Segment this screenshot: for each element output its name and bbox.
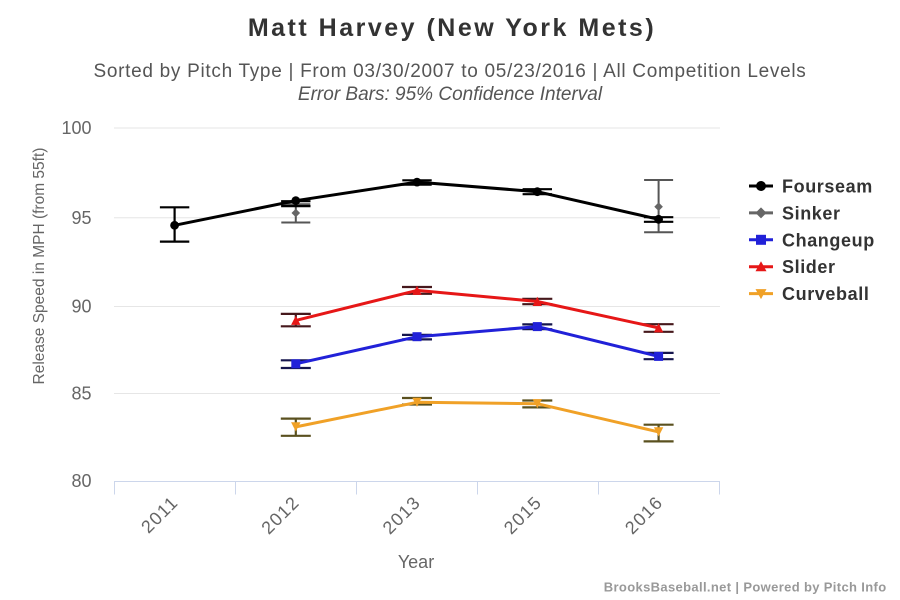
- svg-text:Sorted by Pitch Type | From 03: Sorted by Pitch Type | From 03/30/2007 t…: [94, 61, 807, 82]
- svg-text:Sinker: Sinker: [782, 203, 841, 223]
- svg-text:Year: Year: [398, 552, 434, 572]
- svg-text:Fourseam: Fourseam: [782, 177, 873, 197]
- svg-text:100: 100: [61, 118, 91, 138]
- svg-text:90: 90: [71, 297, 91, 317]
- svg-text:95: 95: [71, 208, 91, 228]
- svg-text:Error Bars: 95% Confidence Int: Error Bars: 95% Confidence Interval: [298, 84, 603, 105]
- svg-text:80: 80: [71, 471, 91, 491]
- svg-text:Curveball: Curveball: [782, 284, 869, 304]
- svg-text:85: 85: [71, 384, 91, 404]
- svg-text:Matt Harvey (New York Mets): Matt Harvey (New York Mets): [248, 14, 656, 42]
- svg-text:Release Speed in MPH (from 55f: Release Speed in MPH (from 55ft): [31, 148, 48, 385]
- svg-text:Slider: Slider: [782, 257, 836, 277]
- svg-text:Changeup: Changeup: [782, 230, 875, 250]
- svg-text:BrooksBaseball.net | Powered b: BrooksBaseball.net | Powered by Pitch In…: [604, 580, 887, 595]
